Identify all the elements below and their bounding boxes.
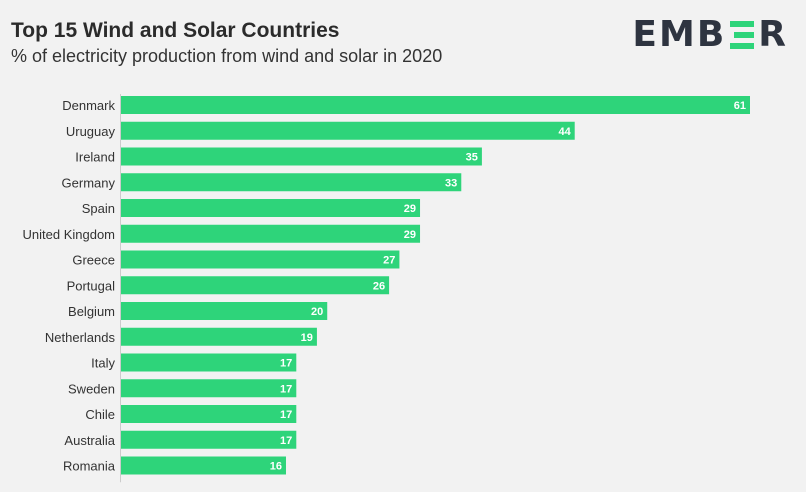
bar (121, 276, 390, 295)
bar (121, 327, 317, 346)
category-label: Denmark (62, 98, 115, 113)
bar (121, 199, 421, 217)
bar (121, 456, 286, 475)
bar (121, 379, 297, 398)
value-label: 29 (404, 229, 416, 241)
value-label: 17 (280, 383, 292, 395)
chart-subtitle: % of electricity production from wind an… (11, 46, 443, 66)
value-label: 61 (734, 100, 746, 112)
bar (121, 224, 421, 243)
value-label: 33 (445, 177, 457, 189)
bar (121, 147, 482, 166)
value-label: 17 (280, 358, 292, 370)
value-label: 19 (301, 332, 313, 344)
category-label: Spain (82, 201, 115, 216)
value-label: 29 (404, 203, 416, 215)
value-label: 26 (373, 280, 385, 292)
value-label: 16 (270, 461, 282, 473)
category-label: Italy (91, 356, 115, 371)
ember-e-icon (730, 20, 755, 49)
category-label: Uruguay (66, 124, 116, 139)
category-label: Germany (62, 175, 116, 190)
logo-text-em: EMB (632, 14, 727, 55)
value-label: 17 (280, 409, 292, 421)
logo-text-r: R (758, 14, 788, 55)
bar (121, 121, 575, 140)
category-label: Sweden (68, 381, 115, 396)
bar (121, 405, 297, 423)
bar (121, 250, 400, 269)
value-label: 27 (383, 255, 395, 267)
bar (121, 430, 297, 449)
category-label: Romania (63, 459, 116, 474)
value-label: 20 (311, 306, 323, 318)
bar (121, 173, 462, 192)
category-label: Chile (85, 407, 115, 422)
category-label: Ireland (75, 150, 115, 165)
category-label: Belgium (68, 304, 115, 319)
value-label: 44 (558, 126, 571, 138)
category-label: United Kingdom (23, 227, 116, 242)
category-label: Australia (64, 433, 115, 448)
bar (121, 302, 328, 320)
bar (121, 353, 297, 372)
chart-title: Top 15 Wind and Solar Countries (11, 19, 340, 42)
category-label: Greece (72, 253, 115, 268)
category-label: Netherlands (45, 330, 116, 345)
category-label: Portugal (67, 278, 116, 293)
ember-logo: EMB R (632, 14, 788, 55)
value-label: 17 (280, 435, 292, 447)
value-label: 35 (466, 152, 478, 164)
bar (121, 96, 750, 114)
